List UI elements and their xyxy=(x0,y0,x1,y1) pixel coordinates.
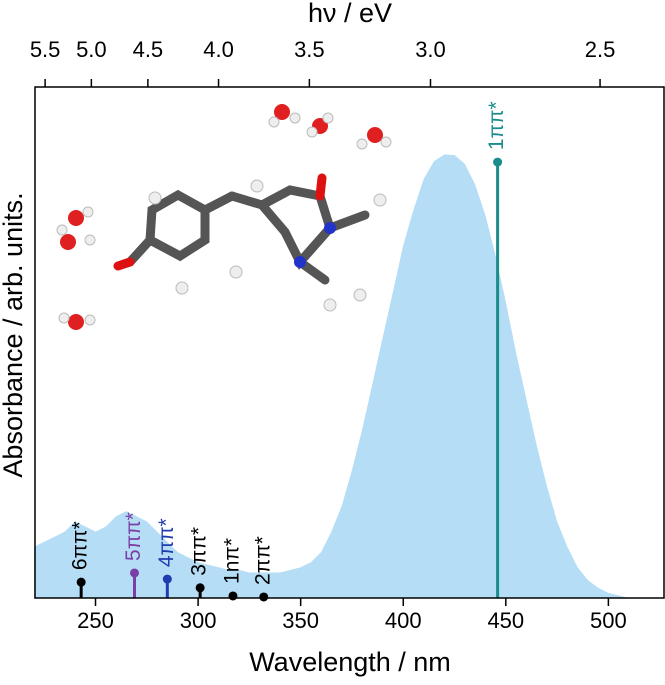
transition-label: 5ππ* xyxy=(122,512,145,561)
x-tick-label: 450 xyxy=(487,608,524,633)
top-tick-label: 2.5 xyxy=(585,37,616,62)
transition-dot xyxy=(162,574,172,584)
top-tick-label: 4.0 xyxy=(203,37,234,62)
x-tick-label: 500 xyxy=(590,608,627,633)
top-tick-label: 5.5 xyxy=(30,37,61,62)
transition-dot xyxy=(493,157,503,167)
transition-label: 1nπ* xyxy=(221,538,244,584)
x-tick-label: 250 xyxy=(77,608,114,633)
x-tick-label: 300 xyxy=(180,608,217,633)
spectrum-area xyxy=(34,154,650,598)
transition-dot xyxy=(259,592,269,602)
top-tick-label: 3.5 xyxy=(294,37,325,62)
transition-label: 6ππ* xyxy=(69,521,92,570)
molecule-illustration xyxy=(56,104,392,330)
x-axis-title: Wavelength / nm xyxy=(249,647,451,677)
y-axis-title: Absorbance / arb. units. xyxy=(0,192,28,477)
transition-label: 4ππ* xyxy=(155,518,178,567)
top-tick-label: 4.5 xyxy=(133,37,164,62)
top-tick-label: 5.0 xyxy=(76,37,107,62)
transition-dot xyxy=(129,568,139,578)
x-tick-label: 400 xyxy=(385,608,422,633)
top-tick-label: 3.0 xyxy=(415,37,446,62)
transition-label: 2ππ* xyxy=(251,536,274,585)
transition-dot xyxy=(195,583,205,593)
transition-label: 1ππ* xyxy=(485,101,508,150)
transition-dot xyxy=(76,577,86,587)
x-tick-label: 350 xyxy=(282,608,319,633)
transition-dot xyxy=(228,591,238,601)
transition-label: 3ππ* xyxy=(188,527,211,576)
top-axis-title: hν / eV xyxy=(308,0,392,28)
plot-frame xyxy=(34,86,665,599)
